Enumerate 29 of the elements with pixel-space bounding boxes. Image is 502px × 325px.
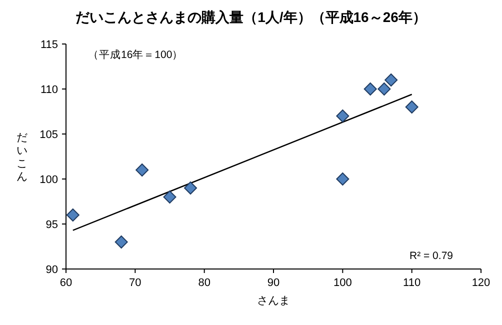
y-tick-label: 90 [46, 264, 58, 276]
point [364, 82, 377, 96]
point [66, 208, 80, 222]
annotation: R² = 0.79 [410, 250, 454, 262]
point [114, 236, 128, 248]
y-tick-label: 95 [46, 219, 58, 231]
x-axis-title: さんま [257, 295, 290, 307]
x-tick-label: 110 [403, 277, 421, 289]
y-tick-label: 110 [40, 84, 58, 96]
x-tick-label: 70 [129, 277, 142, 289]
y-tick-label: 115 [40, 39, 58, 51]
annotation: （平成16年＝100） [88, 48, 184, 61]
point [384, 74, 398, 86]
x-tick-label: 60 [60, 277, 72, 289]
point [378, 82, 391, 96]
x-tick-label: 100 [333, 277, 352, 289]
x-tick-label: 80 [198, 277, 210, 289]
x-tick-label: 90 [267, 277, 280, 289]
y-axis-title: だいこん [16, 132, 28, 183]
point [163, 190, 176, 204]
point [336, 172, 350, 186]
point [336, 110, 350, 122]
point [184, 182, 197, 194]
chart-title: だいこんとさんまの購入量（1人/年）（平成16～26年） [76, 9, 426, 25]
point [405, 100, 418, 114]
y-tick-label: 105 [40, 129, 58, 141]
point [136, 164, 149, 176]
y-tick-label: 100 [40, 174, 58, 186]
x-tick-label: 120 [472, 277, 490, 289]
